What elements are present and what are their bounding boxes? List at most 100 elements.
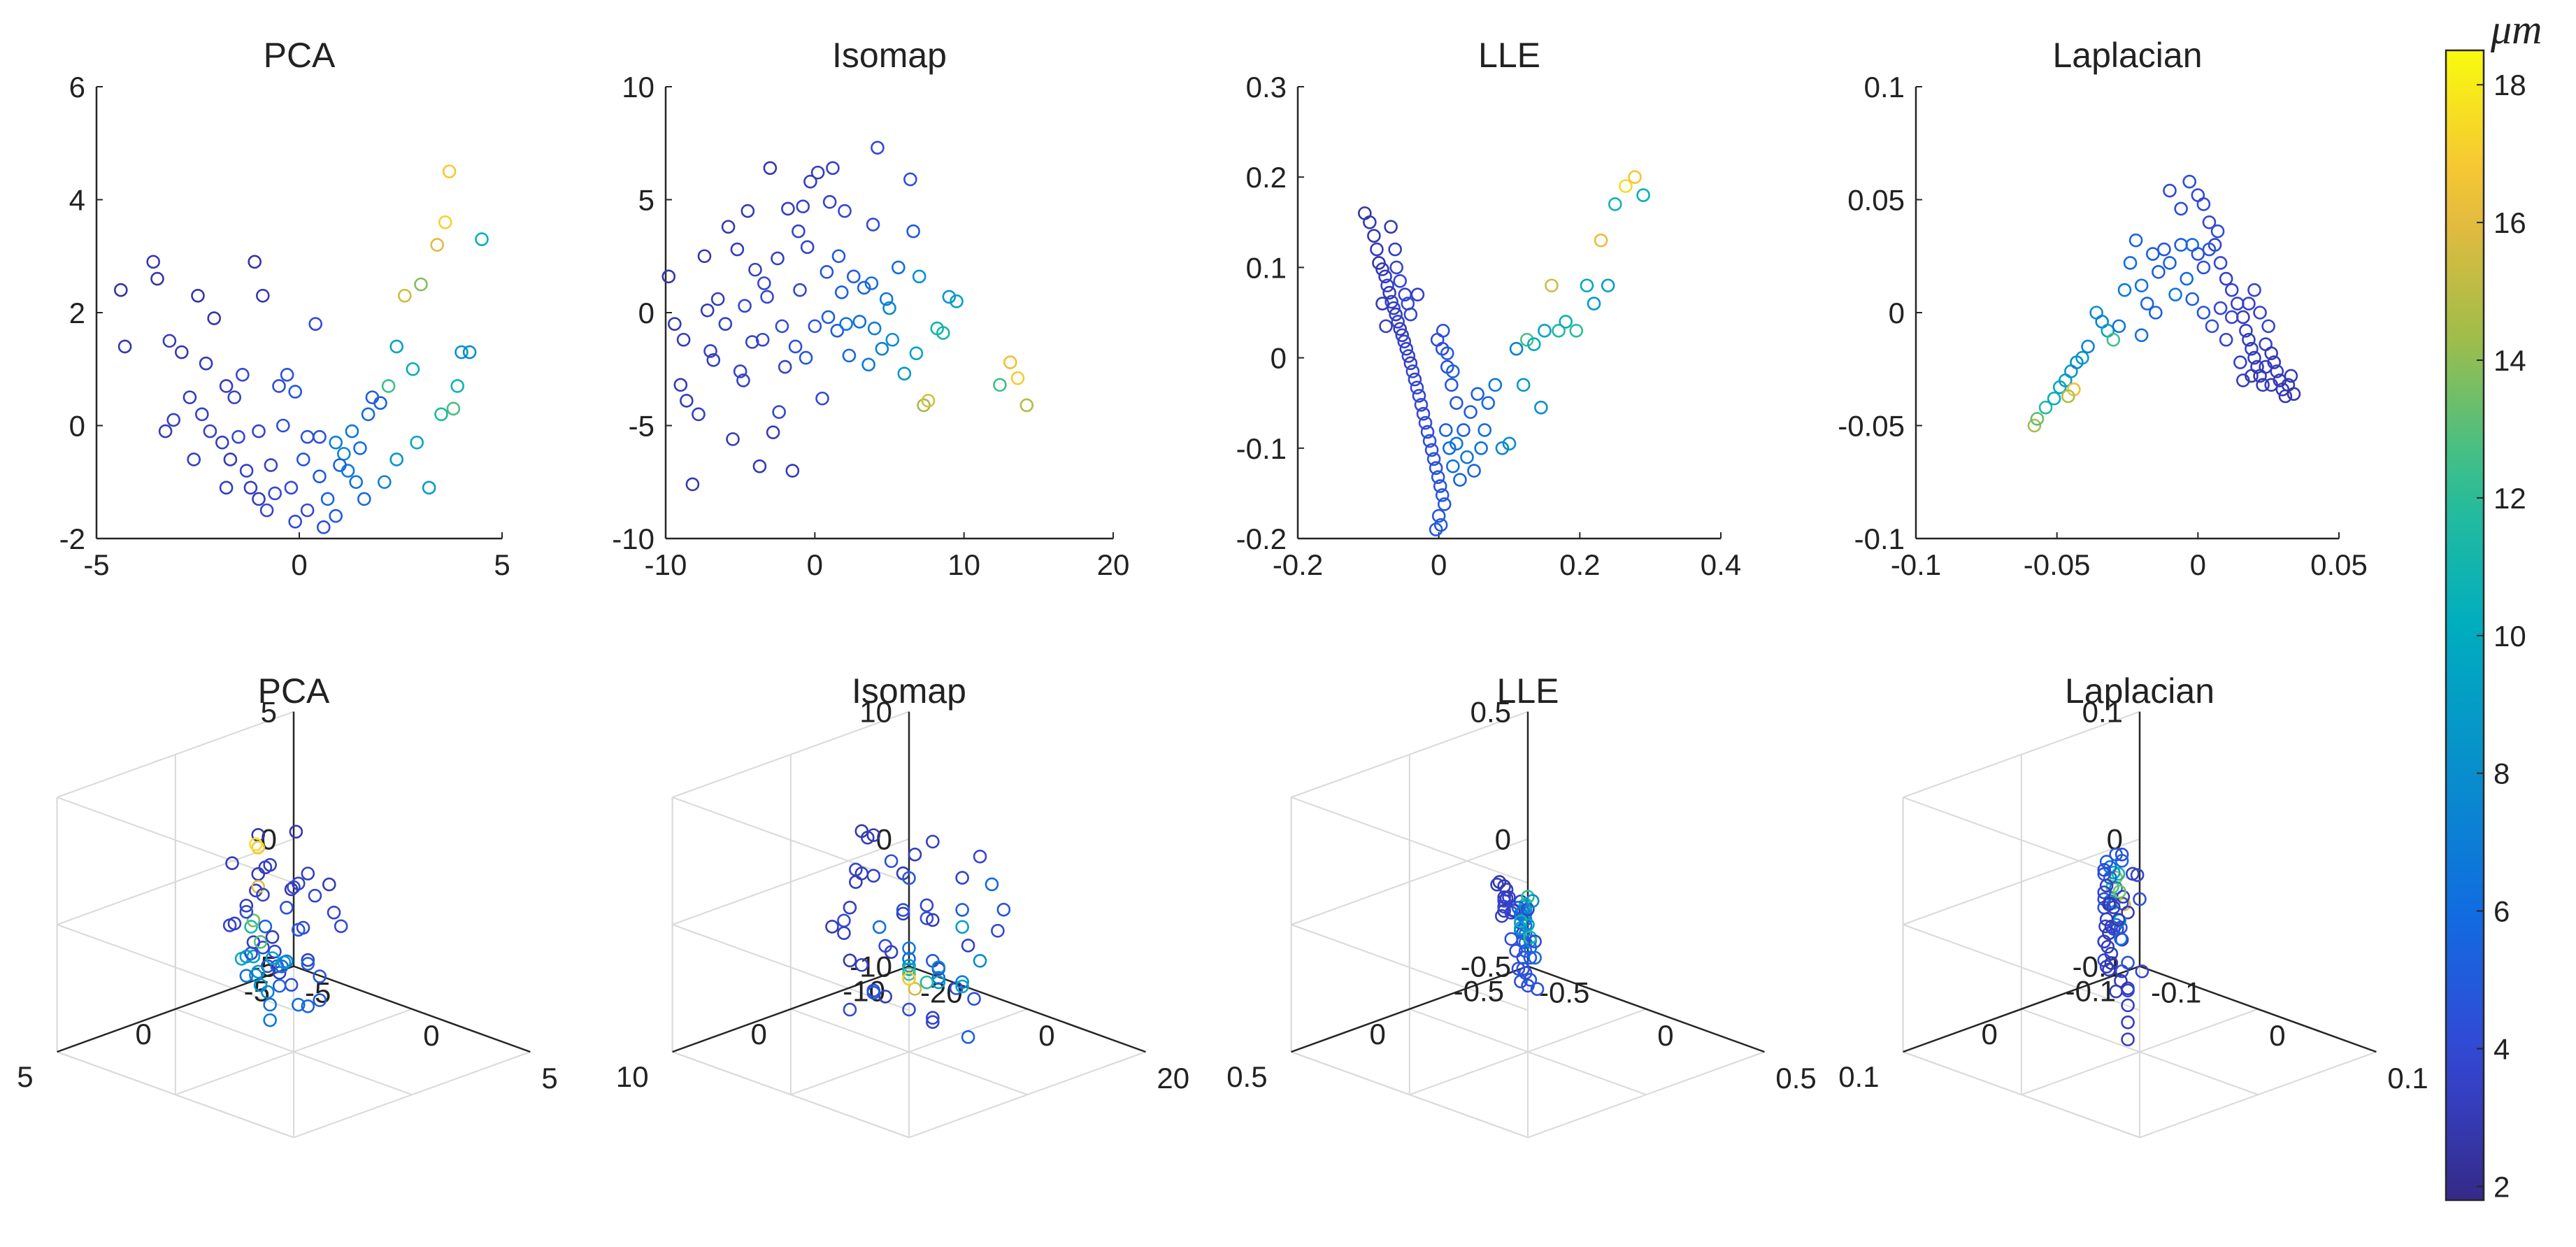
data-point	[246, 913, 261, 927]
data-point	[942, 290, 957, 304]
data-point	[837, 913, 851, 928]
data-point	[1509, 341, 1524, 356]
data-point	[961, 939, 975, 953]
data-point	[301, 953, 315, 967]
data-point	[2126, 867, 2140, 881]
z-tick-label: 0	[876, 823, 892, 856]
x-tick-label: 5	[494, 548, 510, 581]
data-point	[902, 952, 916, 966]
data-point	[252, 492, 266, 506]
x-tick-label: -0.05	[2024, 548, 2091, 581]
x-tick-label: 0.1	[2387, 1062, 2428, 1095]
data-point	[866, 218, 880, 231]
data-point	[2224, 283, 2239, 297]
data-point	[1408, 372, 1422, 387]
data-point	[2123, 256, 2138, 270]
data-point	[871, 141, 885, 155]
x-tick-label: 0	[423, 1019, 439, 1052]
data-point	[1453, 473, 1467, 487]
y-tick-label: -0.1	[1854, 522, 1905, 555]
y-tick-label: 0	[1369, 1018, 1385, 1050]
data-point	[706, 353, 721, 367]
data-point	[475, 232, 489, 246]
x-tick-label: 0	[2269, 1019, 2285, 1052]
data-point	[410, 435, 424, 450]
data-point	[815, 391, 829, 406]
data-point	[1523, 950, 1538, 965]
data-point	[2109, 984, 2123, 999]
data-point	[961, 1030, 975, 1044]
data-point	[1467, 464, 1481, 478]
data-point	[892, 260, 906, 275]
grid-line	[672, 797, 910, 884]
x-tick-label: 0	[1038, 1019, 1054, 1052]
data-point	[349, 475, 364, 490]
x-tick-label: 20	[1097, 548, 1130, 581]
y-tick-label: 10	[622, 71, 654, 104]
data-point	[264, 458, 278, 472]
data-point	[1601, 278, 1615, 293]
y-tick-label: 10	[616, 1060, 649, 1093]
data-point	[288, 514, 303, 529]
data-point	[2219, 271, 2233, 286]
z-tick-label: 0	[1495, 823, 1511, 856]
panel-3d-1: PCA-505-505-505	[17, 671, 558, 1139]
data-point	[2196, 260, 2211, 275]
data-point	[1504, 932, 1519, 946]
data-point	[227, 390, 242, 404]
data-point	[837, 926, 851, 940]
data-point	[931, 960, 946, 974]
data-point	[2101, 939, 2115, 954]
data-point	[766, 425, 780, 439]
data-point	[2219, 332, 2233, 347]
data-point	[1397, 334, 1412, 349]
y-tick-label: 0	[1271, 342, 1287, 375]
panel-2d-1: PCA -5 0 5 -2 0 2 4 6	[59, 36, 510, 581]
data-point	[239, 464, 254, 478]
data-point	[1414, 397, 1429, 412]
data-point	[2112, 885, 2127, 899]
data-point	[1502, 436, 1517, 451]
x-tick-label: 0.4	[1701, 548, 1741, 581]
panel-2d-4: Laplacian -0.1 -0.05 0 0.05 -0.1 -0.05 0 0.05 0.1	[1838, 36, 2368, 581]
data-point	[219, 379, 234, 393]
x-tick-label: 0	[291, 548, 307, 581]
data-point	[906, 224, 920, 238]
data-point	[253, 935, 268, 949]
data-point	[908, 982, 922, 996]
data-point	[162, 334, 177, 348]
data-point	[667, 317, 682, 331]
data-point	[389, 339, 404, 354]
y-tick-label: 0.05	[1847, 184, 1905, 217]
data-point	[2111, 913, 2126, 927]
data-point	[291, 922, 306, 937]
panel-2d-3: LLE -0.2 0 0.2 0.4 -0.2 -0.1 0 0.1 0.2 0.3	[1236, 36, 1742, 581]
data-point	[1474, 441, 1488, 455]
data-point	[1375, 297, 1389, 311]
grid-line	[57, 1051, 294, 1139]
data-point	[920, 911, 934, 925]
data-point	[2030, 412, 2045, 426]
data-point	[1384, 220, 1398, 234]
data-point	[993, 378, 1007, 392]
data-point	[280, 901, 294, 915]
data-point	[1525, 894, 1540, 908]
data-point	[973, 953, 987, 968]
data-point	[455, 345, 468, 359]
data-point	[955, 975, 969, 989]
data-point	[2264, 346, 2278, 360]
data-point	[908, 848, 922, 862]
data-point	[361, 407, 375, 422]
panel-title: Isomap	[832, 36, 947, 75]
grid-line	[1291, 711, 1529, 798]
data-point	[740, 204, 755, 218]
data-point	[1375, 262, 1389, 276]
data-point	[313, 969, 327, 983]
panel-3d-3: LLE -0.5 0 0.5 -0.5 0 0.5 -0.5 0 0.5	[1226, 671, 1817, 1139]
x-tick-label: -0.5	[1539, 976, 1589, 1009]
data-point	[2163, 183, 2177, 198]
x-tick-label: 0.05	[2310, 548, 2368, 581]
grid-line	[1291, 1051, 1529, 1139]
data-point	[872, 920, 887, 934]
data-point	[793, 283, 807, 297]
